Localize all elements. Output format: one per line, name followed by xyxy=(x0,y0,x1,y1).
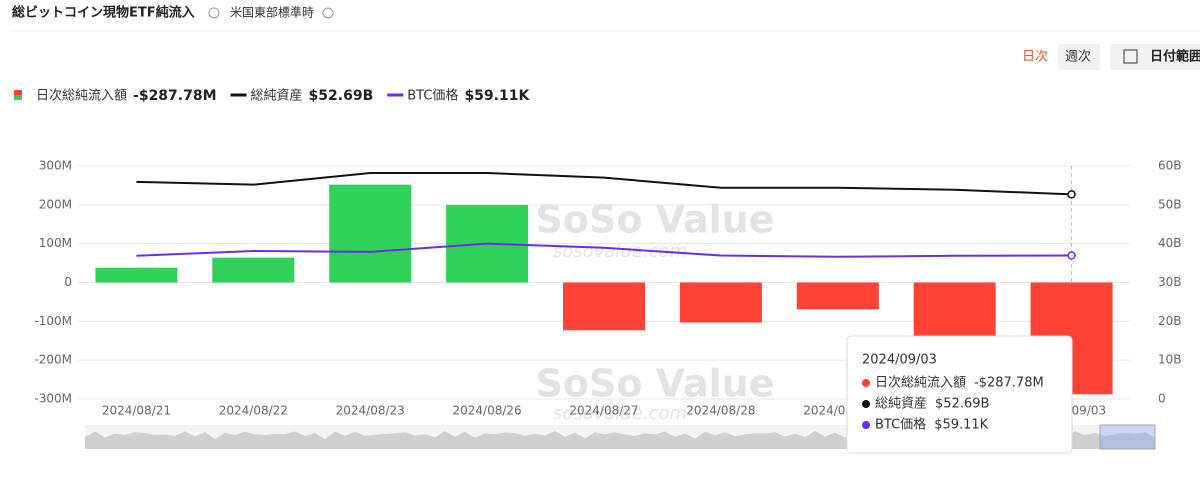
legend-value: -$287.78M xyxy=(133,88,217,104)
tooltip-value: $59.11K xyxy=(934,418,988,433)
y-tick-label: 0 xyxy=(64,275,72,289)
info-icon xyxy=(322,7,334,19)
calendar-icon xyxy=(1123,49,1138,64)
watermark-site: sosovalue.com xyxy=(553,403,687,424)
bar xyxy=(563,282,645,331)
x-tick-label: 2024/08/21 xyxy=(102,404,171,418)
period-weekly[interactable]: 週次 xyxy=(1065,49,1091,65)
bar xyxy=(679,282,762,323)
watermark: SoSo Value xyxy=(535,362,774,406)
tooltip-name: BTC価格 xyxy=(875,417,926,433)
y2-tick-label: 50B xyxy=(1158,197,1182,211)
legend-value: $59.11K xyxy=(464,88,530,104)
bar xyxy=(796,282,879,310)
point xyxy=(1067,190,1076,199)
y-tick-label: 200M xyxy=(39,197,72,211)
legend-name: BTC価格 xyxy=(407,88,458,104)
period-weekly-bg[interactable] xyxy=(1058,44,1100,70)
tooltip-name: 総純資産 xyxy=(875,396,927,412)
y2-tick-label: 60B xyxy=(1158,159,1182,173)
y2-tick-label: 30B xyxy=(1158,275,1182,289)
y-tick-label: 100M xyxy=(39,236,72,250)
tooltip-dot xyxy=(862,400,870,408)
legend-name: 総純資産 xyxy=(251,88,303,104)
tooltip-dot xyxy=(862,421,870,429)
legend-icon xyxy=(14,90,22,95)
tooltip-dot xyxy=(862,379,870,387)
x-tick-label: 2024/08/22 xyxy=(219,404,288,418)
tooltip-value: $52.69B xyxy=(935,397,989,412)
period-daily[interactable]: 日次 xyxy=(1022,49,1048,65)
y-tick-label: -300M xyxy=(34,392,72,406)
legend-value: $52.69B xyxy=(309,88,374,104)
x-tick-label: 2024/08/28 xyxy=(686,404,755,418)
title: 総ビットコイン現物ETF純流入 xyxy=(12,5,195,21)
x-tick-label: 2024/08/23 xyxy=(336,404,405,418)
date-range-bg[interactable] xyxy=(1110,44,1200,70)
y2-tick-label: 0 xyxy=(1158,392,1166,406)
y-tick-label: -200M xyxy=(34,353,72,367)
tooltip xyxy=(846,335,1073,454)
x-tick-label: 2024/08/27 xyxy=(569,404,638,418)
point xyxy=(1067,251,1076,260)
y-tick-label: 300M xyxy=(39,159,72,173)
legend-icon xyxy=(14,95,22,100)
line xyxy=(136,171,1072,196)
bar xyxy=(212,257,295,283)
y2-tick-label: 40B xyxy=(1158,236,1182,250)
bar xyxy=(95,267,178,283)
y2-tick-label: 20B xyxy=(1158,314,1182,328)
tooltip-date: 2024/09/03 xyxy=(862,353,937,368)
date-range[interactable]: 日付範囲 xyxy=(1150,49,1200,65)
tooltip-name: 日次総純流入額 xyxy=(875,375,966,391)
x-tick-label: 2024/08/26 xyxy=(453,404,522,418)
tooltip-value: -$287.78M xyxy=(974,376,1044,391)
line xyxy=(136,242,1072,258)
legend-name: 日次総純流入額 xyxy=(36,88,127,104)
watermark: SoSo Value xyxy=(535,198,774,242)
bar xyxy=(329,184,412,283)
info-icon xyxy=(208,7,220,19)
slider-window xyxy=(1099,424,1156,450)
y2-tick-label: 10B xyxy=(1158,353,1182,367)
timezone: 米国東部標準時 xyxy=(230,5,314,20)
y-tick-label: -100M xyxy=(34,314,72,328)
